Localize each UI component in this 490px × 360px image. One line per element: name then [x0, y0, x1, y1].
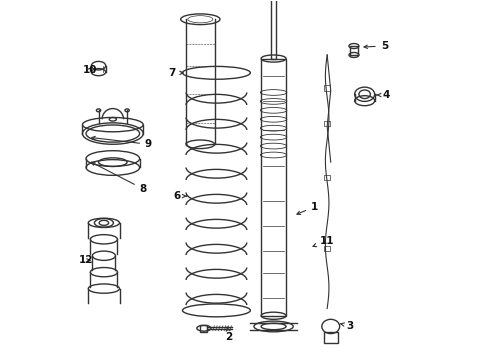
Text: 1: 1	[297, 202, 318, 215]
Bar	[324, 85, 330, 91]
Text: 2: 2	[225, 327, 233, 342]
Text: 5: 5	[364, 41, 388, 51]
Bar	[261, 59, 286, 316]
Text: 11: 11	[313, 236, 334, 247]
Bar	[324, 121, 330, 126]
Text: 8: 8	[92, 162, 147, 194]
Bar	[324, 175, 330, 180]
Text: 3: 3	[341, 321, 354, 331]
Bar	[323, 332, 338, 342]
Bar	[350, 46, 358, 55]
Text: 6: 6	[173, 191, 186, 201]
Text: 12: 12	[79, 255, 93, 265]
Bar	[270, 0, 276, 59]
Bar	[324, 246, 330, 251]
Text: 7: 7	[168, 68, 183, 78]
Bar	[200, 325, 207, 332]
Text: 4: 4	[377, 90, 390, 100]
Text: 10: 10	[82, 65, 97, 75]
Text: 9: 9	[92, 136, 152, 149]
